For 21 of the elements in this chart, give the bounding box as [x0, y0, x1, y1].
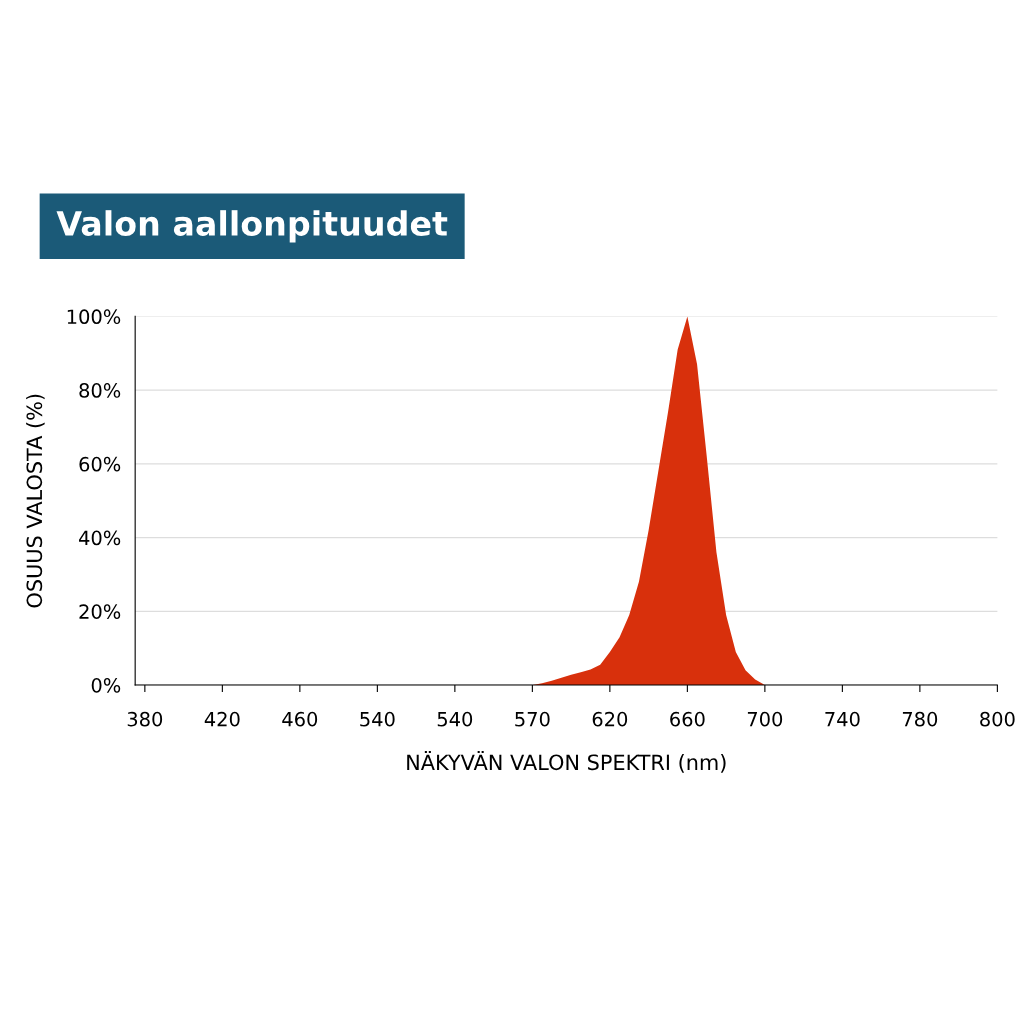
x-tick-label: 570 — [515, 711, 550, 727]
x-tick-label: 800 — [980, 711, 1015, 727]
y-tick-label: 100% — [67, 309, 121, 325]
y-tick-label: 0% — [91, 678, 121, 693]
x-tick-label: 740 — [825, 711, 860, 727]
y-tick-label: 20% — [79, 604, 121, 619]
x-tick-label: 460 — [282, 711, 318, 727]
x-tick-label: 780 — [902, 711, 938, 727]
x-tick-label: 540 — [360, 711, 395, 727]
y-tick-label: 60% — [79, 456, 121, 472]
x-tick-label: 380 — [127, 711, 163, 727]
y-tick-label: 40% — [79, 530, 121, 546]
chart-title: Valon aallonpituudet — [56, 210, 448, 243]
x-tick-label: 540 — [437, 711, 473, 727]
x-tick-label: 700 — [747, 711, 783, 727]
x-axis-title: NÄKYVÄN VALON SPEKTRI (nm) — [407, 750, 726, 773]
x-tick-label: 420 — [204, 711, 240, 727]
x-tick-label: 660 — [670, 711, 705, 727]
y-axis-title: OSUUS VALOSTA (%) — [26, 394, 45, 608]
x-tick-label: 620 — [592, 711, 628, 727]
y-tick-label: 80% — [79, 383, 121, 398]
